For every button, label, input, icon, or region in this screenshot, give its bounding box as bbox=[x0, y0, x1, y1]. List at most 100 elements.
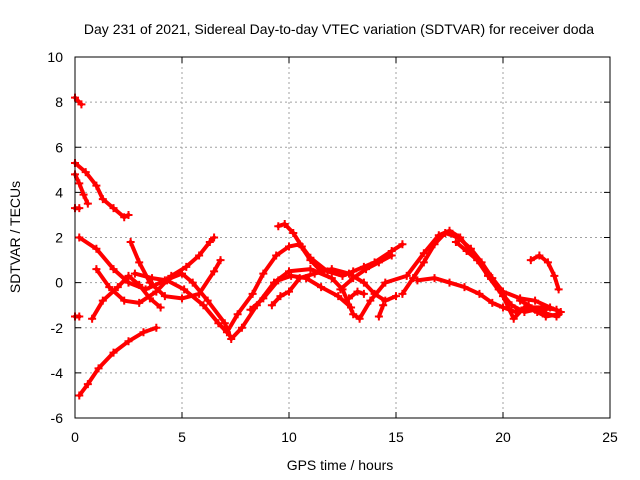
y-tick-label: 2 bbox=[55, 230, 63, 246]
data-point bbox=[419, 258, 428, 267]
series-line bbox=[276, 222, 405, 278]
grid bbox=[75, 57, 610, 418]
data-point bbox=[362, 265, 371, 274]
data-point bbox=[163, 276, 172, 285]
data-point bbox=[124, 210, 133, 219]
data-point bbox=[135, 280, 144, 289]
data-point bbox=[336, 285, 345, 294]
series-arc-14 bbox=[267, 265, 400, 310]
data-point bbox=[75, 312, 84, 321]
data-point bbox=[83, 380, 92, 389]
data-point bbox=[419, 249, 428, 258]
data-point bbox=[430, 240, 439, 249]
data-point bbox=[387, 251, 396, 260]
data-point bbox=[178, 294, 186, 303]
data-point bbox=[135, 298, 144, 307]
data-point bbox=[120, 213, 129, 222]
x-tick-label: 10 bbox=[281, 429, 297, 445]
data-point bbox=[130, 269, 139, 278]
data-point bbox=[398, 289, 407, 298]
data-point bbox=[285, 287, 293, 296]
data-point bbox=[126, 238, 135, 247]
data-point bbox=[188, 278, 197, 287]
data-point bbox=[353, 287, 362, 296]
data-point bbox=[139, 328, 148, 337]
data-point bbox=[310, 269, 319, 278]
data-point bbox=[81, 168, 90, 177]
data-point bbox=[88, 314, 97, 323]
data-point bbox=[484, 269, 493, 278]
series-arc-10 bbox=[126, 238, 225, 303]
data-point bbox=[509, 314, 518, 323]
y-tick-label: 4 bbox=[55, 184, 63, 200]
data-point bbox=[92, 244, 101, 253]
data-point bbox=[295, 274, 304, 283]
data-point bbox=[272, 251, 281, 260]
data-point bbox=[370, 289, 379, 298]
data-point bbox=[152, 323, 161, 332]
data-point bbox=[267, 301, 276, 310]
data-point bbox=[531, 296, 540, 305]
data-point bbox=[195, 289, 204, 298]
data-point bbox=[180, 285, 189, 294]
data-point bbox=[374, 258, 383, 267]
data-point bbox=[541, 312, 550, 321]
data-point bbox=[475, 289, 484, 298]
data-point bbox=[499, 303, 507, 312]
data-point bbox=[462, 247, 471, 256]
data-point bbox=[392, 292, 400, 301]
data-point bbox=[535, 251, 544, 260]
data-point bbox=[222, 328, 231, 337]
data-point bbox=[507, 301, 516, 310]
data-point bbox=[349, 274, 358, 283]
x-tick-label: 0 bbox=[71, 429, 79, 445]
series-line bbox=[73, 95, 84, 107]
x-tick-label: 25 bbox=[602, 429, 618, 445]
data-point bbox=[289, 228, 298, 237]
data-point bbox=[98, 195, 107, 204]
data-point bbox=[75, 179, 84, 188]
data-point bbox=[287, 271, 296, 280]
data-point bbox=[454, 233, 463, 242]
data-point bbox=[494, 285, 503, 294]
data-point bbox=[98, 296, 107, 305]
data-point bbox=[248, 289, 257, 298]
data-point bbox=[109, 348, 118, 357]
data-point bbox=[182, 262, 191, 271]
data-point bbox=[124, 337, 133, 346]
data-point bbox=[516, 296, 525, 305]
data-point bbox=[441, 228, 450, 237]
data-point bbox=[317, 283, 326, 292]
data-point bbox=[120, 296, 129, 305]
series-arc-15 bbox=[374, 301, 388, 321]
series-line bbox=[73, 172, 90, 206]
data-point bbox=[274, 276, 283, 285]
data-point bbox=[109, 265, 118, 274]
data-point bbox=[124, 278, 133, 287]
series-arc-7 bbox=[75, 323, 161, 400]
data-point bbox=[274, 222, 283, 231]
series-line bbox=[128, 240, 223, 301]
data-point bbox=[280, 219, 289, 228]
y-tick-label: -6 bbox=[51, 410, 64, 426]
data-point bbox=[203, 296, 212, 305]
data-point bbox=[543, 258, 552, 267]
x-tick-label: 15 bbox=[388, 429, 404, 445]
data-point bbox=[285, 267, 293, 276]
series-arc-19 bbox=[516, 296, 563, 321]
data-point bbox=[460, 283, 469, 292]
data-point bbox=[167, 271, 176, 280]
data-point bbox=[145, 278, 154, 287]
x-tick-label: 20 bbox=[495, 429, 511, 445]
data-point bbox=[488, 298, 497, 307]
series-arc-2 bbox=[71, 159, 133, 222]
data-point bbox=[135, 258, 144, 267]
data-point bbox=[210, 267, 219, 276]
data-point bbox=[259, 294, 268, 303]
data-point bbox=[402, 271, 411, 280]
data-point bbox=[233, 310, 242, 319]
data-point bbox=[210, 233, 219, 242]
data-point bbox=[306, 265, 315, 274]
data-point bbox=[79, 190, 88, 199]
